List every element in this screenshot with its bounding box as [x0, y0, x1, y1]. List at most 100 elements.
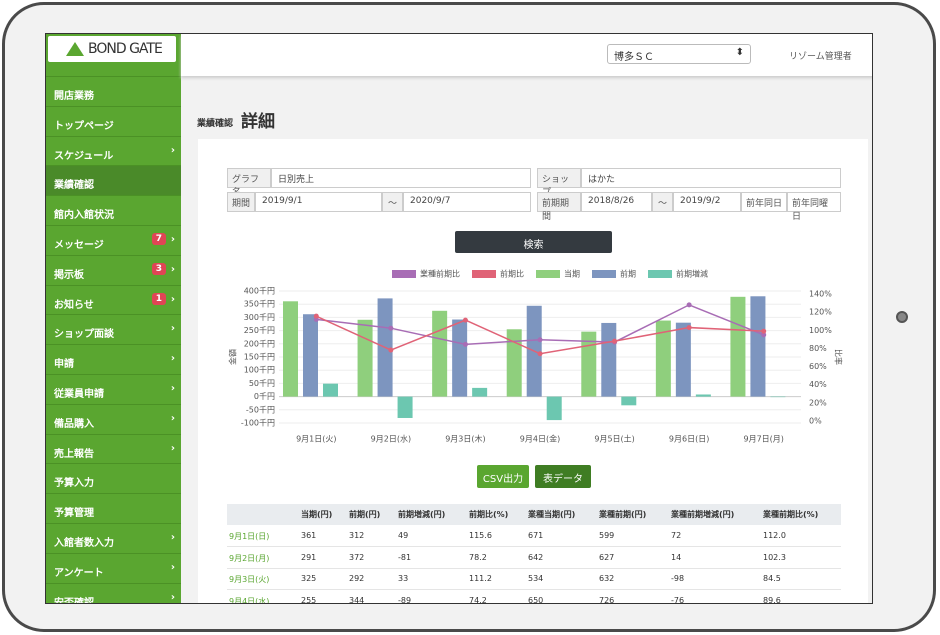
menu-item[interactable]: 開店業務 [46, 76, 181, 106]
menu-label: アンケート [54, 567, 104, 579]
y-tick-label: 250千円 [244, 325, 275, 335]
menu-item[interactable]: 安否確認 › [46, 582, 181, 603]
bar [770, 396, 786, 398]
cell: 344 [349, 595, 365, 604]
menu-item[interactable]: 従業員申請 › [46, 374, 181, 404]
search-button[interactable]: 検索 [455, 231, 612, 253]
column-header: 業種前期増減(円) [671, 510, 735, 519]
badge: 7 [151, 233, 166, 245]
point [537, 351, 543, 357]
menu-item[interactable]: スケジュール › [46, 135, 181, 166]
y2-tick-label: 100% [809, 326, 832, 335]
chevron: › [170, 561, 175, 573]
input[interactable]: 日別売上 [271, 168, 531, 188]
column-header: 前期比(%) [469, 510, 509, 519]
menu-item[interactable]: 掲示板 3 › [46, 254, 181, 285]
input[interactable]: 2019/9/1 [255, 192, 382, 212]
bar [303, 314, 318, 397]
menu-item[interactable]: 入館者数入力 › [46, 523, 181, 553]
page-title: 詳細 [241, 112, 275, 132]
cell: 312 [349, 531, 365, 540]
table-button[interactable]: 表データ [535, 465, 591, 488]
date-link[interactable]: 9月4日(水) [229, 596, 270, 604]
bar [323, 383, 338, 397]
menu-item[interactable]: ショップ面談 › [46, 314, 181, 344]
column-header: 業種前期(円) [599, 510, 647, 519]
y-tick-label: -100千円 [241, 418, 275, 428]
label: ショップ [537, 168, 581, 198]
label: 前期期間 [537, 192, 581, 222]
point [462, 317, 468, 323]
shop-select[interactable]: 博多ＳＣ [607, 44, 751, 64]
logo[interactable]: BOND GATE [48, 36, 176, 62]
x-tick-label: 9月7日(月) [744, 435, 784, 444]
menu-label: スケジュール [54, 150, 114, 162]
cell: 671 [528, 531, 544, 540]
menu-item[interactable]: メッセージ 7 › [46, 225, 181, 255]
cell: 372 [349, 552, 365, 562]
menu-item[interactable]: 館内入館状況 [46, 195, 181, 225]
date-link[interactable]: 9月3日(火) [229, 575, 270, 584]
chevron: › [170, 353, 175, 365]
cell: -76 [671, 595, 685, 604]
content: グラフ名 日別売上 ショップ はかた 期間 2019/9/1 ～ 2020/9/… [46, 34, 872, 604]
point [761, 328, 767, 334]
input[interactable]: はかた [581, 168, 841, 188]
menu-label: お知らせ [54, 299, 94, 311]
button[interactable]: 前年同曜日 [787, 192, 841, 222]
legend-label: 前期 [620, 269, 636, 279]
column-header: 業種当期(円) [528, 510, 576, 519]
user-name[interactable]: リゾーム管理者 [789, 52, 852, 62]
menu-label: 館内入館状況 [54, 210, 114, 222]
row-line [227, 567, 841, 569]
menu-item[interactable]: 売上報告 › [46, 433, 181, 464]
menu-item[interactable]: 申請 › [46, 344, 181, 374]
cell: 325 [301, 574, 317, 583]
row-line [227, 546, 841, 547]
chevron: › [170, 323, 175, 335]
menu-item[interactable]: 予算管理 [46, 493, 181, 523]
chevron: › [170, 144, 175, 156]
menu-label: 申請 [54, 359, 74, 371]
cell: 650 [528, 595, 544, 604]
menu-item[interactable]: トップページ [46, 105, 181, 136]
menu-item[interactable]: アンケート › [46, 552, 181, 583]
date-link[interactable]: 9月1日(日) [229, 532, 270, 541]
bar [750, 296, 766, 397]
y2-tick-label: 80% [809, 344, 827, 353]
cell: 84.5 [763, 574, 781, 583]
menu-label: 従業員申請 [54, 389, 104, 400]
menu-label: メッセージ [54, 240, 104, 251]
button[interactable]: 前年同日 [741, 192, 787, 212]
x-tick-label: 9月5日(土) [594, 434, 634, 444]
input[interactable]: 2020/9/7 [403, 192, 531, 212]
menu-item[interactable]: 備品購入 › [46, 403, 181, 434]
chevron: › [170, 293, 175, 305]
menu-label: トップページ [54, 120, 114, 132]
y-tick-label: 350千円 [244, 299, 275, 309]
menu-label: 備品購入 [54, 418, 94, 430]
y2-tick-label: 40% [809, 380, 827, 389]
menu-item[interactable]: 業績確認 [46, 165, 181, 196]
menu-item[interactable]: 予算入力 [46, 463, 181, 493]
input[interactable]: 2019/9/2 [673, 192, 741, 212]
bar [675, 322, 691, 397]
cell: 627 [599, 552, 615, 562]
csv-button[interactable]: CSV出力 [477, 465, 529, 488]
column-header: 前期増減(円) [398, 510, 446, 519]
point [462, 341, 468, 347]
cell: 72 [671, 531, 682, 540]
cell: 361 [301, 531, 317, 540]
cell: 726 [599, 595, 615, 604]
point [761, 332, 767, 338]
cell: 534 [528, 574, 544, 583]
menu-item[interactable]: お知らせ 1 › [46, 284, 181, 315]
chevron: › [170, 532, 175, 543]
date-link[interactable]: 9月2日(月) [229, 553, 270, 563]
legend-swatch [592, 270, 616, 278]
input[interactable]: 2018/8/26 [581, 192, 652, 212]
cell: 292 [349, 574, 365, 583]
cell: 74.2 [469, 595, 487, 604]
column-header: 前期(円) [349, 510, 381, 519]
